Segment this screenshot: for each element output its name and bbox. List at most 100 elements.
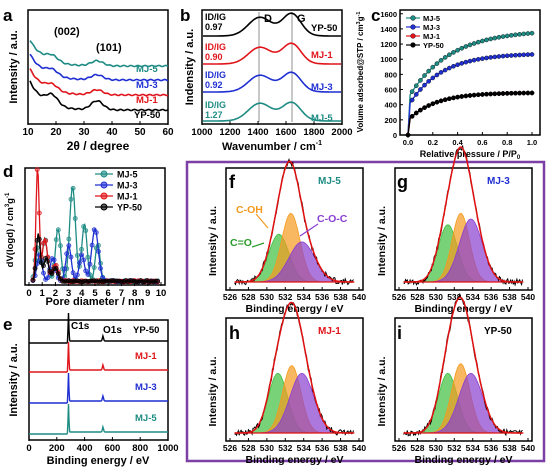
- psd-point: [79, 252, 84, 258]
- xps-tick-label: 530: [429, 292, 443, 302]
- xps-tick-label: 528: [241, 292, 255, 302]
- isotherm-point: [434, 99, 440, 105]
- isotherm-point: [484, 91, 489, 97]
- psd-point: [70, 185, 76, 191]
- y-tick-label: 1000: [380, 55, 397, 64]
- isotherm-point: [529, 52, 535, 57]
- panel-b-ratio-mj5: 1.27: [205, 110, 223, 120]
- isotherm-point: [492, 35, 498, 41]
- psd-point: [36, 236, 42, 242]
- panel-d-label: d: [3, 162, 13, 181]
- xps-tick-label: 532: [278, 443, 292, 453]
- isotherm-point: [513, 52, 518, 58]
- isotherm-point: [509, 33, 514, 38]
- xps-tick-label: 532: [278, 292, 292, 302]
- panel-a-label: a: [3, 6, 13, 25]
- isotherm-point: [467, 42, 473, 48]
- x-tick-label: 2: [53, 288, 58, 299]
- panel-h-label: h: [229, 323, 240, 343]
- legend-marker: [100, 181, 108, 189]
- panel-c-ylabel-tail: g: [356, 16, 365, 21]
- panel-e-series-label-mj5: MJ-5: [135, 413, 157, 424]
- isotherm-point: [426, 103, 431, 108]
- psd-point: [93, 230, 99, 235]
- legend-label: MJ-3: [117, 181, 138, 191]
- xps-tick-label: 534: [297, 292, 311, 302]
- panel-e-o1s: O1s: [103, 325, 122, 336]
- psd-point: [83, 228, 89, 233]
- isotherm-point: [413, 83, 419, 89]
- x-tick-label: 30: [78, 127, 90, 138]
- xps-ylabel: Intensity / a.u.: [376, 206, 388, 276]
- x-tick-label: 0.4: [452, 138, 463, 147]
- psd-point: [34, 167, 40, 172]
- xps-fit-envelope: [403, 146, 523, 283]
- x-tick-label: 400: [77, 443, 93, 454]
- panel-e-series-label-mj1: MJ-1: [135, 351, 157, 362]
- xps-tick-label: 538: [333, 443, 347, 453]
- isotherm-point: [442, 97, 448, 102]
- legend-marker: [100, 192, 108, 200]
- psd-point: [55, 271, 61, 277]
- panel-b-ratio-label-mj5: ID/IG: [205, 100, 226, 110]
- x-tick-label: 10: [22, 127, 34, 138]
- xps-tick-label: 526: [392, 443, 406, 453]
- coh-arrow: [255, 213, 269, 229]
- panel-b-series-label-mj3: MJ-3: [311, 82, 333, 93]
- isotherm-point: [455, 94, 460, 100]
- panel-e-ylabel: Intensity / a.u.: [8, 343, 20, 416]
- isotherm-point: [480, 38, 485, 44]
- isotherm-point: [422, 82, 427, 88]
- xps-fit-envelope: [234, 160, 354, 283]
- psd-point: [79, 246, 84, 252]
- isotherm-point: [430, 101, 436, 107]
- isotherm-point: [475, 39, 481, 45]
- y-tick-label: 600: [384, 86, 397, 95]
- xps-tick-label: 536: [315, 443, 329, 453]
- isotherm-point: [500, 91, 506, 96]
- panel-g-label: g: [397, 172, 408, 192]
- isotherm-point: [509, 90, 514, 96]
- panel-g: Intensity / a.u. Binding energy / eV 526 52…: [376, 145, 535, 315]
- psd-point: [53, 237, 59, 243]
- isotherm-point: [496, 91, 502, 96]
- isotherm-point: [517, 52, 522, 58]
- xps-tick-label: 534: [466, 443, 480, 453]
- xps-tick-label: 532: [447, 443, 461, 453]
- xps-tick-label: 538: [502, 443, 516, 453]
- panel-b-series-label-yp50: YP-50: [311, 23, 337, 34]
- psd-point: [49, 271, 55, 276]
- panel-e-c1s: C1s: [71, 321, 90, 332]
- xps-tick-label: 530: [429, 443, 443, 453]
- psd-point: [45, 259, 51, 264]
- panel-b-curve-mj3: [203, 71, 341, 93]
- panel-i-label: i: [397, 323, 402, 343]
- y-tick-label: 1200: [380, 40, 397, 49]
- isotherm-point: [405, 132, 411, 138]
- psd-point: [53, 266, 59, 271]
- panel-d: d dV(logd) / cm3g-1 Pore diameter / nm 0…: [3, 162, 166, 308]
- xps-tick-label: 540: [352, 292, 366, 302]
- panel-b-curve-yp50: [203, 12, 341, 37]
- isotherm-point: [442, 67, 448, 73]
- panel-g-sample: MJ-3: [487, 176, 510, 187]
- panel-b-curve-mj5: [203, 101, 341, 122]
- panel-b-ratio-mj3: 0.92: [205, 80, 223, 90]
- xps-xlabel: Binding energy / eV: [414, 303, 512, 315]
- psd-point: [30, 277, 36, 283]
- isotherm-point: [413, 92, 419, 97]
- x-tick-label: 1.0: [527, 138, 537, 147]
- xps-ylabel: Intensity / a.u.: [207, 356, 219, 426]
- isotherm-point: [413, 110, 419, 116]
- isotherm-point: [434, 72, 440, 78]
- xps-tick-label: 528: [241, 443, 255, 453]
- psd-point: [43, 238, 49, 244]
- xps-tick-label: 526: [223, 292, 237, 302]
- panel-e-series-label-mj3: MJ-3: [135, 382, 157, 393]
- xps-ylabel: Intensity / a.u.: [207, 206, 219, 276]
- panel-e: e Intensity / a.u. Binding energy / eV 0…: [3, 312, 179, 467]
- y-tick-label: 800: [384, 70, 397, 79]
- survey-line: [29, 372, 168, 404]
- xps-frame: [394, 317, 533, 442]
- panel-b-series-label-mj1: MJ-1: [311, 50, 333, 61]
